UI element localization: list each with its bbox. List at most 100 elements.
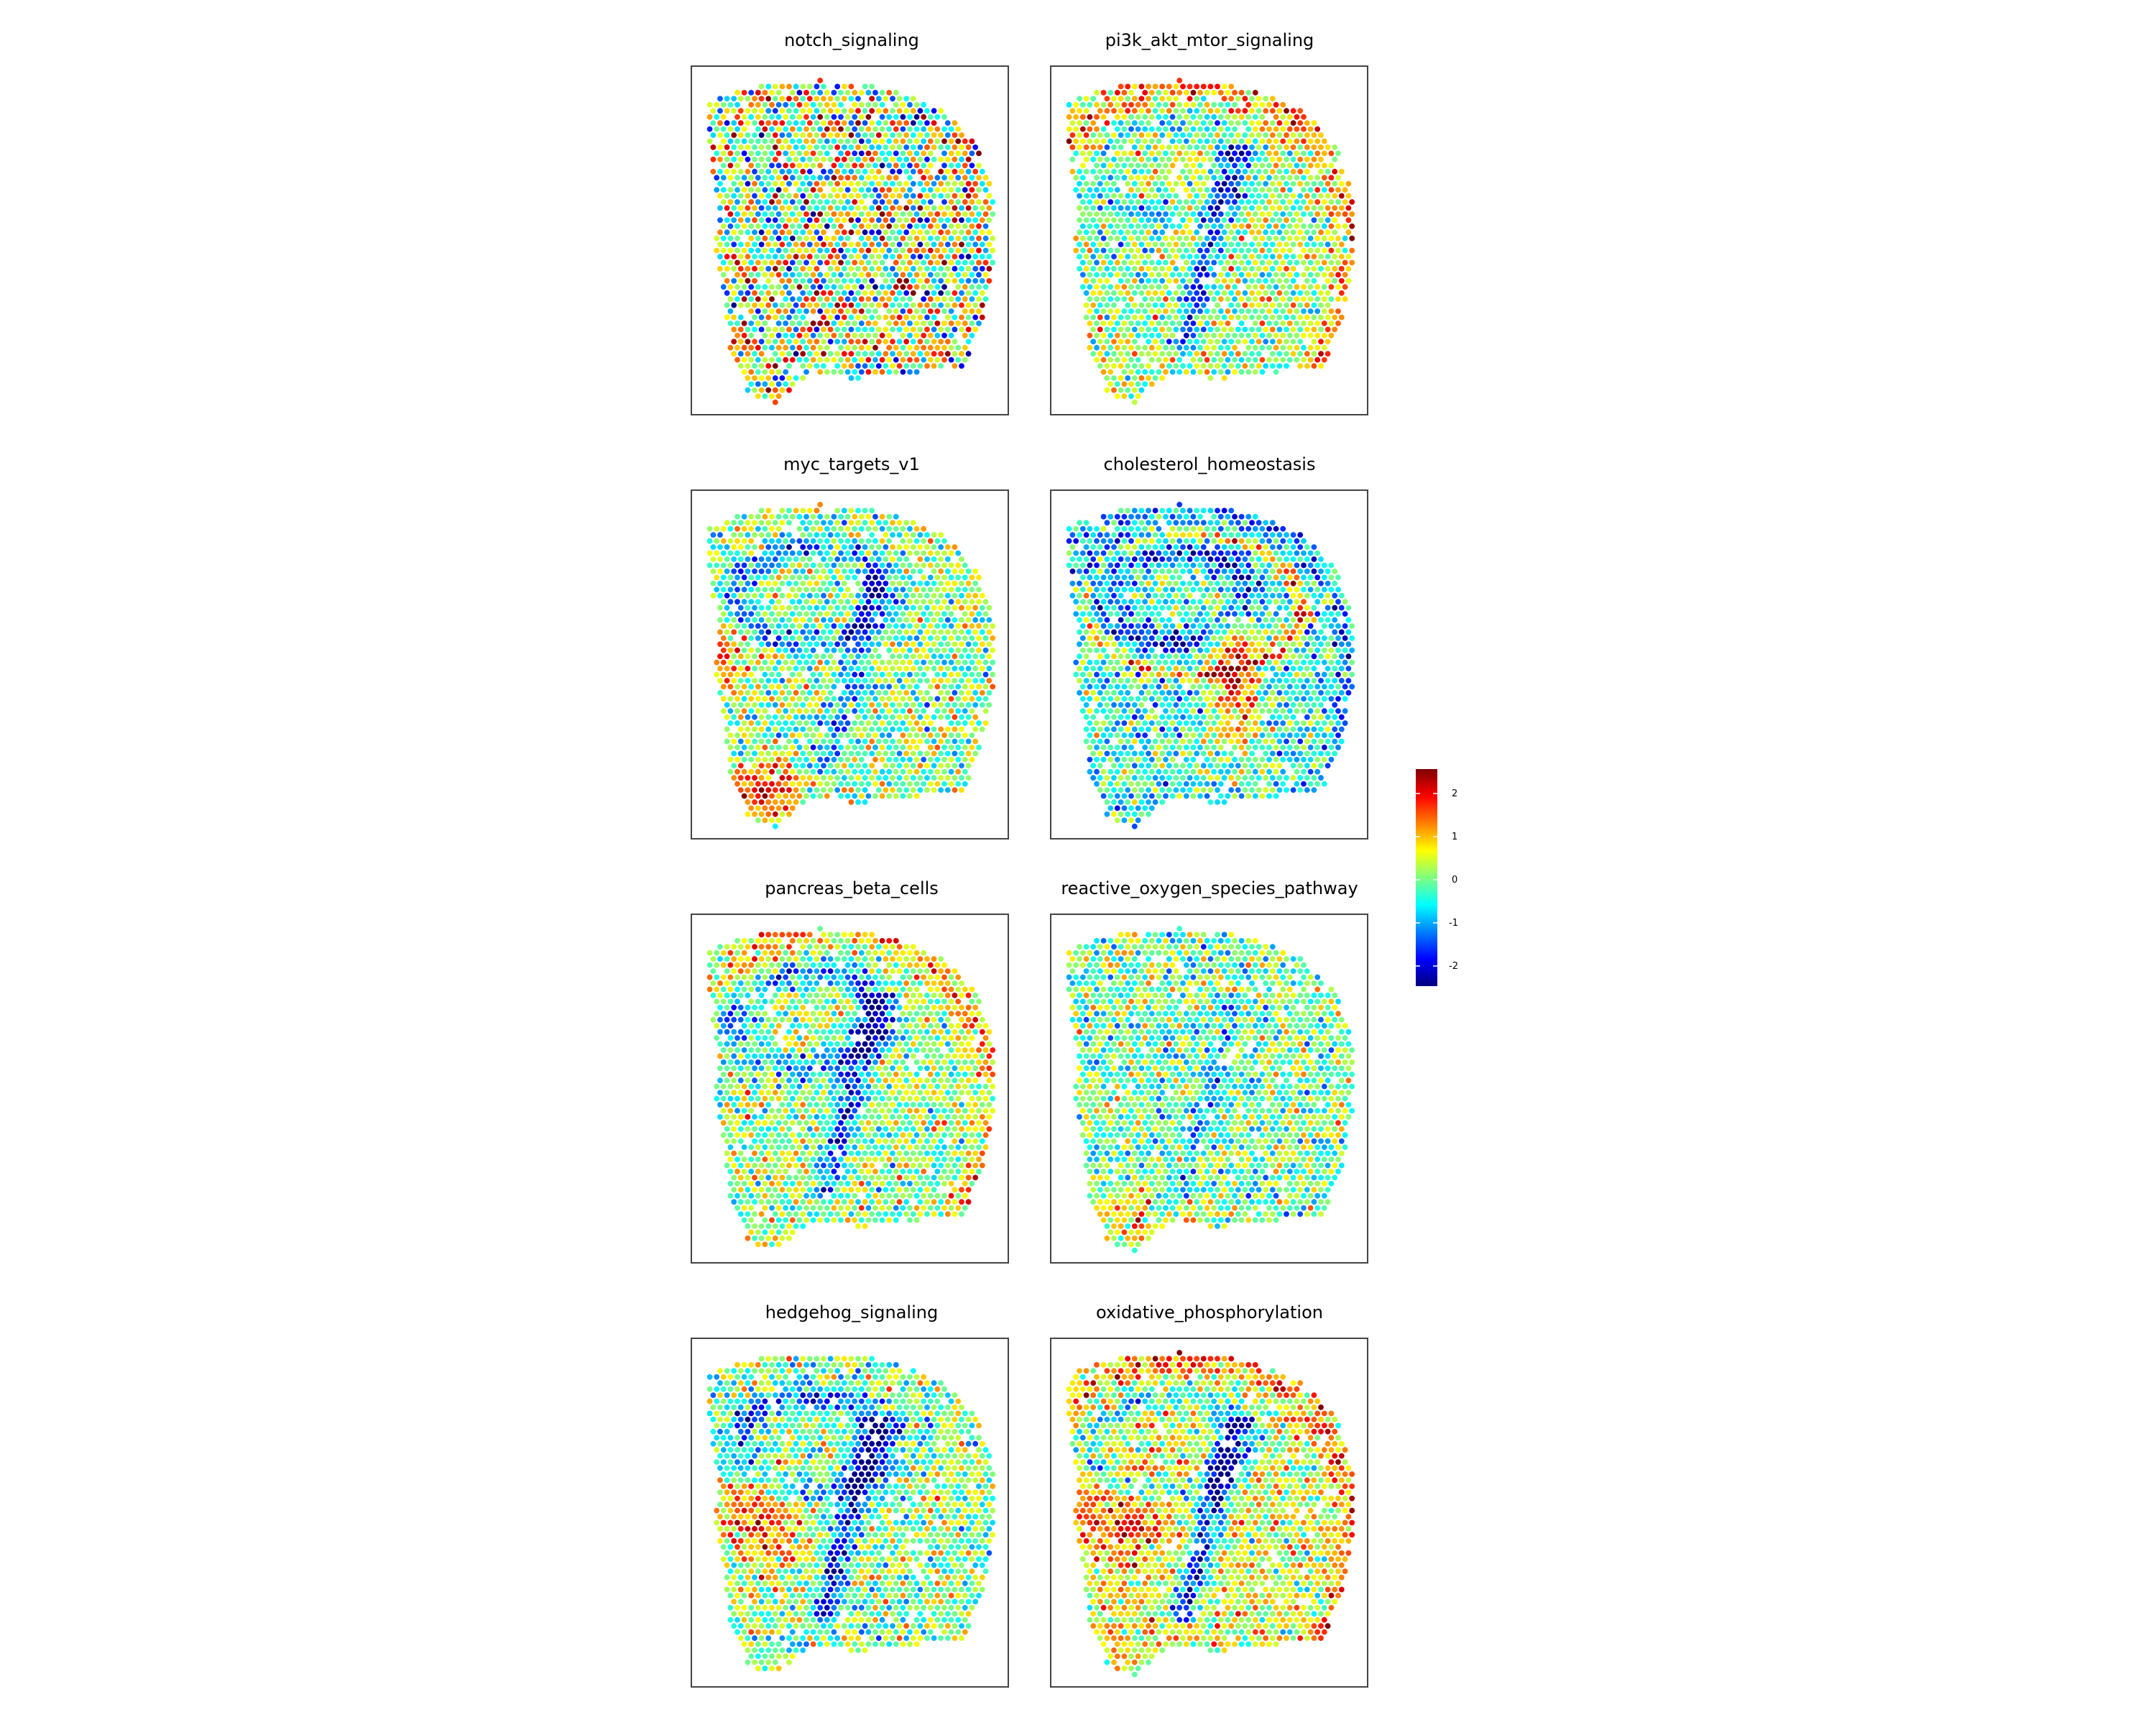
spot bbox=[1232, 344, 1238, 351]
spot bbox=[1249, 254, 1255, 259]
spot bbox=[1242, 205, 1248, 211]
spot bbox=[1242, 217, 1248, 224]
spot bbox=[827, 544, 834, 550]
spot bbox=[1235, 290, 1241, 296]
spot bbox=[745, 144, 751, 150]
spot bbox=[1245, 223, 1252, 229]
spot bbox=[1114, 321, 1120, 326]
spot bbox=[737, 290, 744, 296]
spot bbox=[1169, 101, 1176, 108]
spot bbox=[896, 617, 903, 623]
spot bbox=[800, 229, 806, 236]
spot bbox=[890, 666, 895, 671]
spot bbox=[934, 756, 941, 763]
spot bbox=[848, 592, 854, 599]
spot bbox=[903, 580, 910, 586]
spot bbox=[1301, 150, 1307, 157]
spot bbox=[755, 745, 761, 750]
spot bbox=[745, 132, 751, 138]
spot bbox=[1249, 156, 1255, 162]
spot bbox=[727, 101, 734, 108]
spot bbox=[965, 302, 972, 308]
spot bbox=[769, 684, 775, 690]
spot bbox=[896, 351, 903, 357]
spot bbox=[1077, 180, 1082, 187]
spot bbox=[1097, 229, 1103, 236]
spot bbox=[1094, 321, 1100, 326]
spot bbox=[965, 180, 972, 187]
spot bbox=[1297, 339, 1304, 345]
spot bbox=[886, 150, 893, 157]
spot bbox=[938, 580, 944, 586]
spot bbox=[858, 199, 865, 205]
spot bbox=[869, 326, 875, 333]
spot bbox=[1114, 89, 1120, 96]
spot bbox=[976, 671, 982, 678]
spot bbox=[734, 671, 740, 678]
spot bbox=[838, 562, 844, 569]
spot bbox=[796, 708, 803, 714]
spot bbox=[1342, 272, 1348, 278]
spot bbox=[1104, 326, 1110, 333]
spot bbox=[834, 641, 841, 648]
spot bbox=[1114, 272, 1120, 278]
spot bbox=[793, 180, 799, 187]
spot bbox=[855, 363, 861, 369]
spot bbox=[1152, 375, 1158, 381]
spot bbox=[1114, 393, 1120, 400]
spot bbox=[1342, 211, 1348, 217]
spot bbox=[1197, 259, 1203, 266]
spot bbox=[1180, 144, 1186, 150]
spot bbox=[1273, 369, 1279, 375]
spot bbox=[952, 266, 958, 272]
spot bbox=[938, 254, 944, 259]
spot bbox=[959, 702, 964, 708]
spot bbox=[1121, 272, 1128, 278]
spot bbox=[890, 193, 895, 199]
spot bbox=[752, 339, 757, 345]
spot bbox=[1332, 326, 1338, 333]
spot bbox=[1280, 211, 1286, 217]
spot bbox=[714, 574, 720, 581]
spot bbox=[1252, 126, 1258, 132]
spot bbox=[986, 702, 992, 708]
spot bbox=[965, 641, 972, 648]
spot bbox=[786, 120, 792, 126]
spot bbox=[862, 156, 868, 162]
spot bbox=[1173, 180, 1179, 187]
spot bbox=[962, 235, 968, 242]
spot bbox=[917, 156, 923, 162]
spot bbox=[986, 205, 992, 211]
spot bbox=[752, 144, 757, 150]
spot bbox=[1166, 254, 1172, 259]
spot bbox=[762, 562, 768, 569]
spot bbox=[862, 254, 868, 259]
spot bbox=[1100, 211, 1107, 217]
spot bbox=[879, 296, 885, 302]
spot bbox=[741, 708, 747, 714]
spot bbox=[941, 187, 947, 193]
spot bbox=[1114, 138, 1120, 144]
spot bbox=[982, 696, 989, 702]
spot bbox=[1252, 259, 1258, 266]
spot bbox=[772, 193, 778, 199]
spot bbox=[727, 344, 734, 351]
spot bbox=[959, 726, 964, 732]
spot bbox=[741, 671, 747, 678]
spot bbox=[717, 217, 723, 224]
spot bbox=[969, 211, 975, 217]
spot bbox=[1111, 205, 1117, 211]
spot bbox=[1194, 180, 1200, 187]
spot bbox=[1301, 187, 1307, 193]
spot bbox=[1221, 132, 1227, 138]
spot bbox=[890, 569, 895, 574]
spot bbox=[1249, 120, 1255, 126]
spot bbox=[965, 617, 972, 623]
spot bbox=[965, 156, 972, 162]
spot bbox=[1190, 235, 1197, 242]
spot bbox=[1197, 223, 1203, 229]
spot bbox=[962, 175, 968, 181]
spot bbox=[793, 726, 799, 732]
spot bbox=[1169, 126, 1176, 132]
spot bbox=[1114, 308, 1120, 314]
